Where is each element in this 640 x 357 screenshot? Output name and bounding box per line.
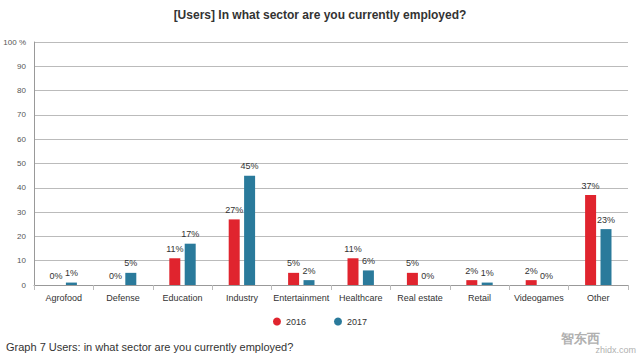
svg-text:Defense: Defense [106,293,140,303]
svg-text:2017: 2017 [347,317,367,327]
svg-text:27%: 27% [225,205,243,215]
svg-text:0%: 0% [540,271,553,281]
svg-text:Education: Education [162,293,202,303]
svg-text:Real estate: Real estate [397,293,443,303]
svg-text:0%: 0% [109,271,122,281]
svg-text:1%: 1% [481,268,494,278]
svg-text:11%: 11% [166,244,183,254]
svg-text:2%: 2% [525,266,538,276]
svg-text:Industry: Industry [226,293,259,303]
svg-text:30: 30 [17,208,26,217]
svg-text:1%: 1% [65,268,78,278]
svg-text:Healthcare: Healthcare [339,293,383,303]
svg-text:0%: 0% [49,271,62,281]
svg-text:60: 60 [17,135,26,144]
svg-text:2%: 2% [465,266,478,276]
svg-text:0: 0 [22,281,27,290]
svg-text:23%: 23% [597,215,615,225]
svg-text:智东西: 智东西 [560,331,600,346]
svg-text:90: 90 [17,62,26,71]
svg-text:5%: 5% [406,258,419,268]
svg-text:[Users] In what sector are you: [Users] In what sector are you currently… [174,8,467,22]
svg-text:50: 50 [17,159,26,168]
svg-text:37%: 37% [582,181,600,191]
svg-text:2016: 2016 [286,317,306,327]
svg-text:Entertainment: Entertainment [273,293,330,303]
svg-text:2%: 2% [302,266,315,276]
svg-text:Other: Other [587,293,610,303]
svg-text:0%: 0% [421,271,434,281]
svg-text:17%: 17% [181,229,199,239]
svg-text:40: 40 [17,183,26,192]
svg-text:70: 70 [17,110,26,119]
svg-text:5%: 5% [124,258,137,268]
svg-text:10: 10 [17,256,26,265]
svg-text:Videogames: Videogames [514,293,564,303]
svg-text:Retail: Retail [468,293,491,303]
svg-text:5%: 5% [287,258,300,268]
svg-text:11%: 11% [344,244,361,254]
svg-text:100 %: 100 % [3,38,26,47]
svg-text:80: 80 [17,86,26,95]
svg-text:20: 20 [17,232,26,241]
svg-text:Graph 7 Users: in what sector: Graph 7 Users: in what sector are you cu… [6,341,293,353]
svg-text:Agrofood: Agrofood [45,293,82,303]
svg-text:zhidx.com: zhidx.com [595,345,636,355]
svg-text:45%: 45% [241,161,259,171]
svg-text:6%: 6% [362,256,375,266]
